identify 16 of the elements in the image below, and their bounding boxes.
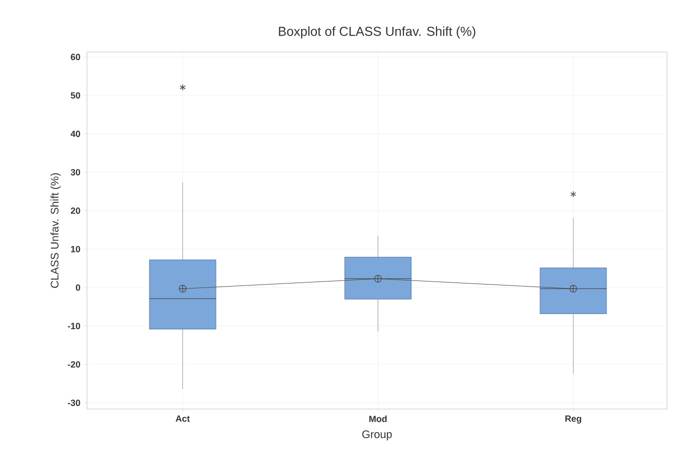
y-tick-label: 20 [70, 208, 80, 214]
y-tick-label: 10 [71, 246, 80, 252]
y-tick-label: 0 [76, 284, 80, 291]
y-tick-label: -10 [68, 322, 80, 330]
y-tick-label: 50 [70, 92, 80, 99]
x-axis-title: Group [362, 430, 392, 440]
x-tick-label: Reg [565, 416, 582, 424]
y-tick-label: 30 [70, 169, 80, 176]
y-tick-label: 40 [70, 130, 80, 138]
x-tick-label: Mod [369, 416, 387, 422]
y-tick-label: -30 [68, 400, 80, 406]
y-tick-label: 60 [70, 54, 80, 60]
y-tick-label: -20 [68, 361, 80, 368]
y-axis-title: CLASS Unfav. Shift (%) [50, 173, 61, 288]
x-tick-label: Act [176, 416, 190, 422]
chart-title: Boxplot of CLASS Unfav. Shift (%) [278, 26, 476, 39]
